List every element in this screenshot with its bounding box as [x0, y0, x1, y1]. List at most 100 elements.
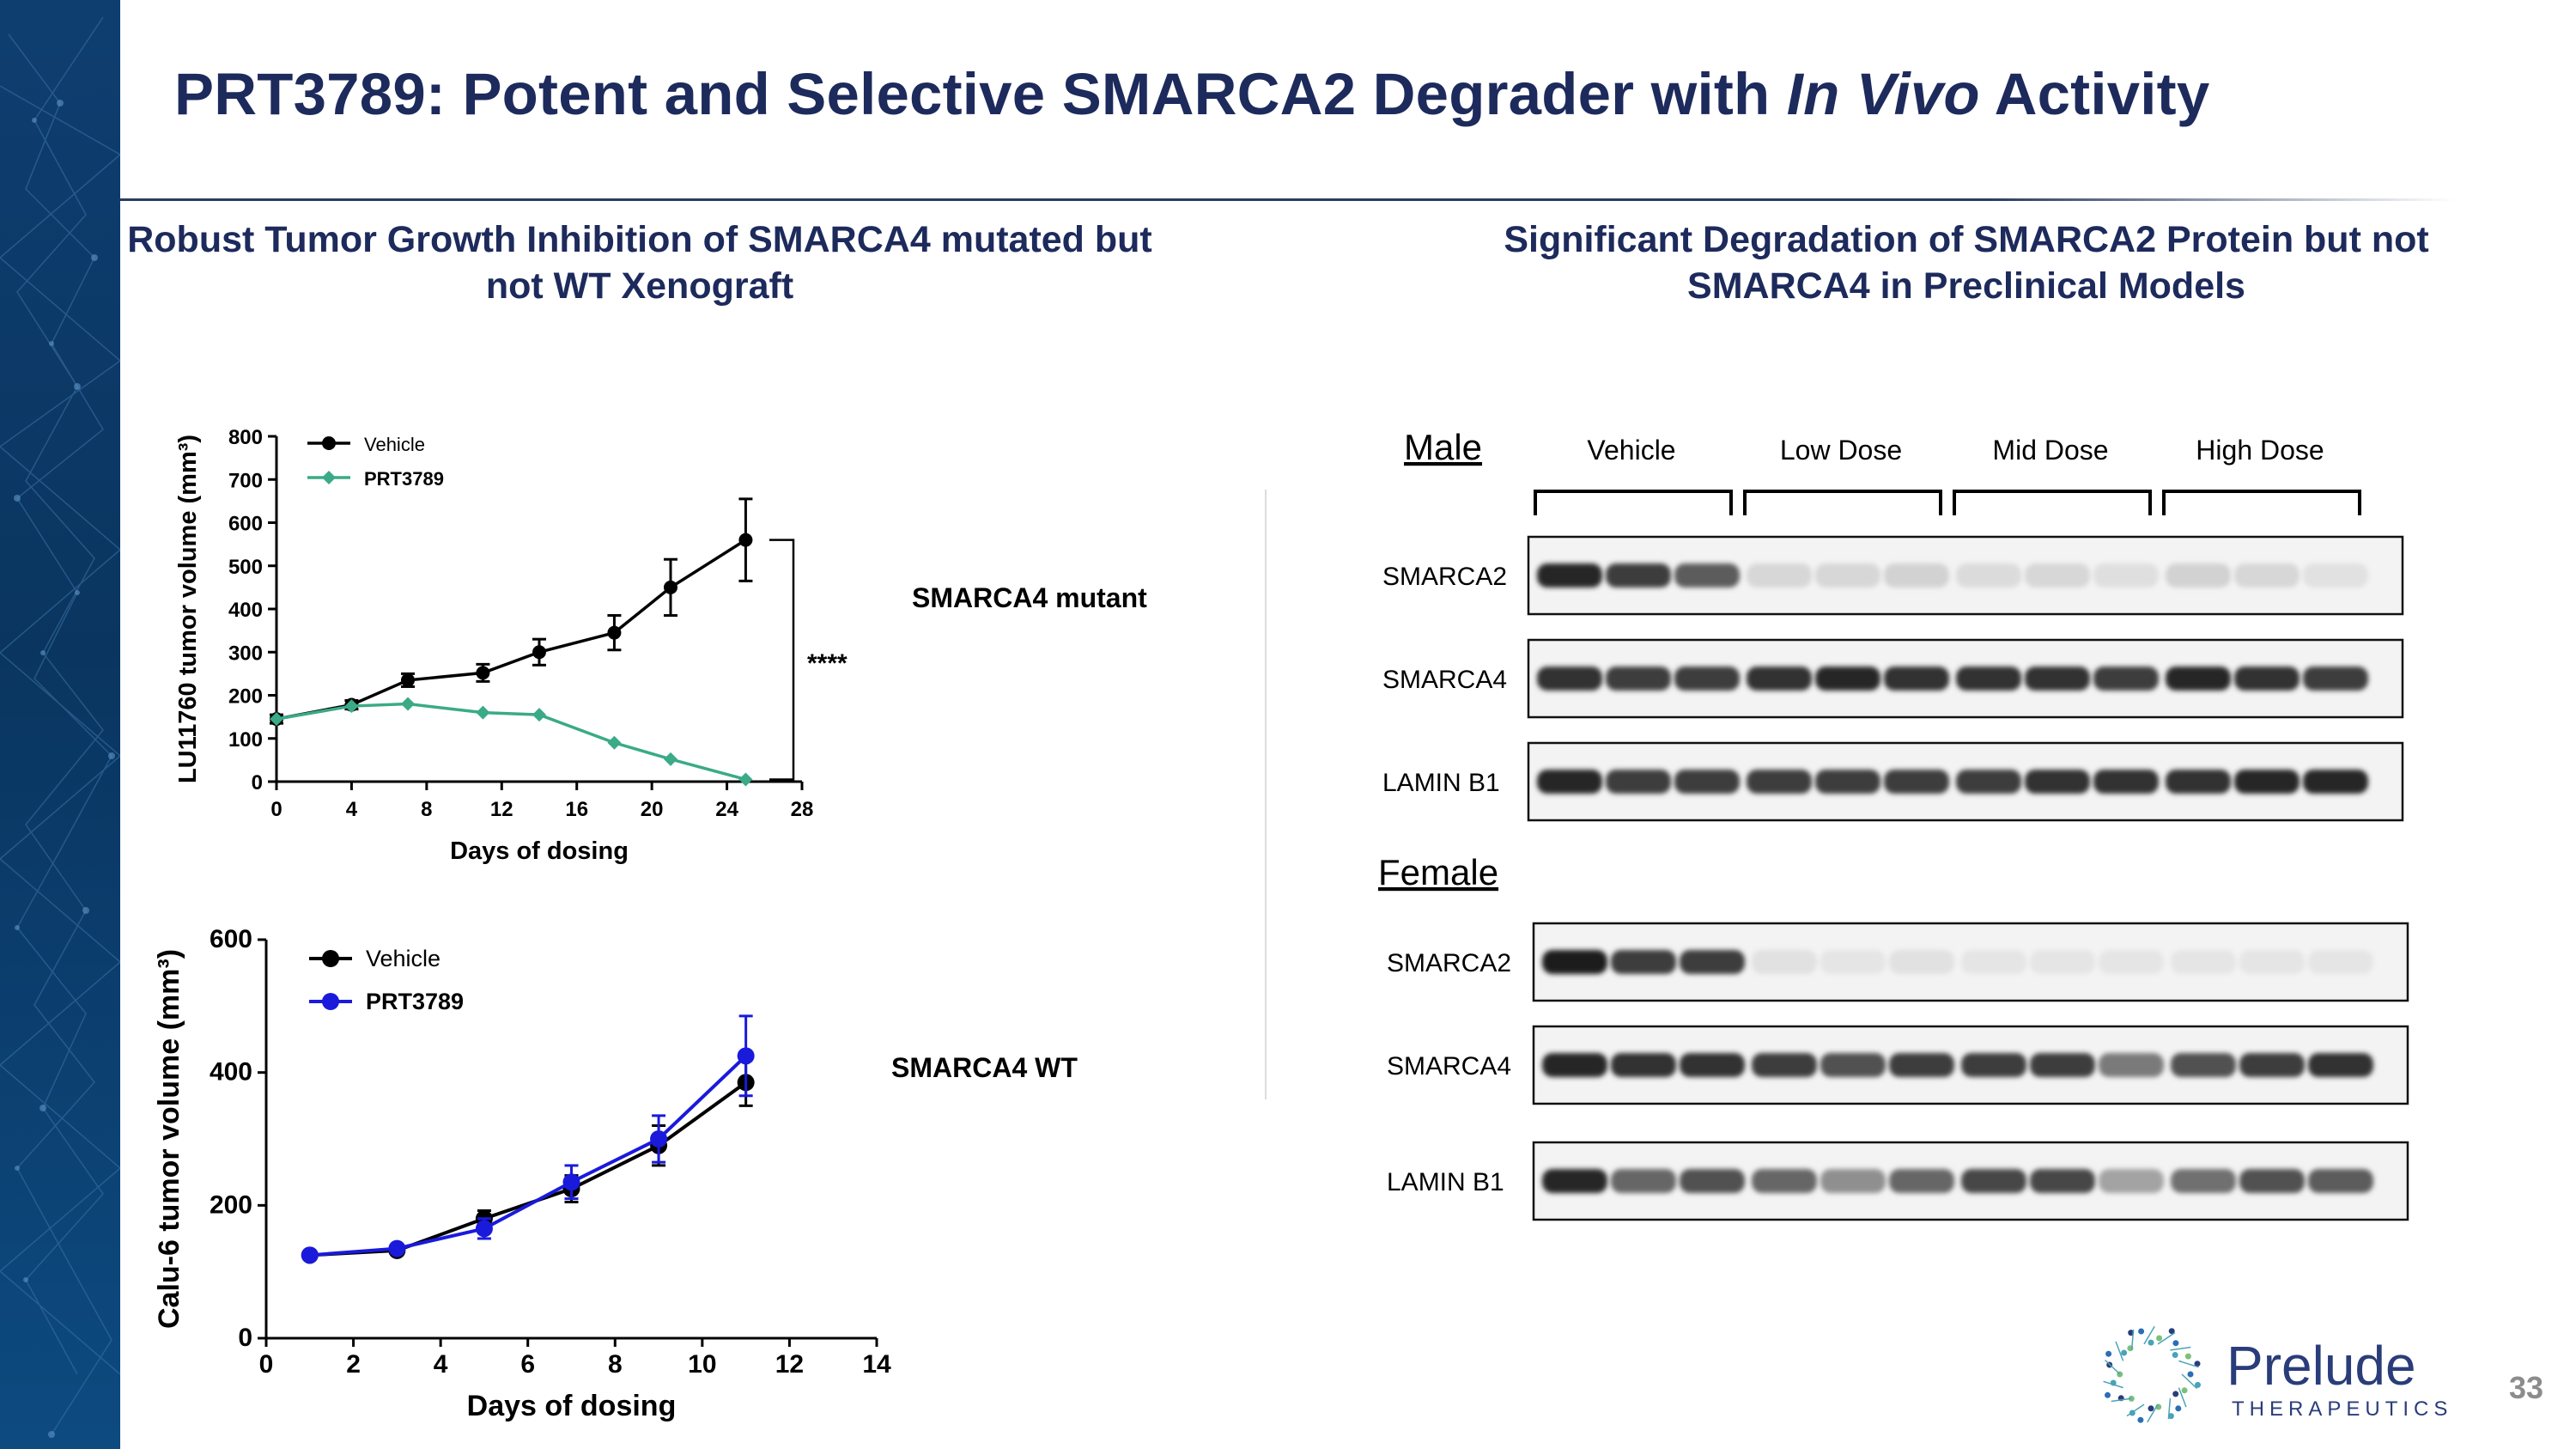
blot-band	[1961, 950, 2026, 974]
y-tick-label: 200	[210, 1190, 252, 1219]
y-tick-label: 800	[228, 426, 263, 449]
blot-row-label: SMARCA2	[1382, 563, 1507, 591]
blot-band	[1956, 770, 2021, 794]
data-point	[532, 645, 546, 660]
blot-band	[1611, 950, 1676, 974]
logo-dot	[2138, 1328, 2145, 1335]
legend-marker	[322, 950, 339, 967]
blot-band	[2239, 1053, 2305, 1077]
blot-band	[2030, 1053, 2095, 1077]
significance-stars: ****	[807, 649, 848, 678]
page-number: 33	[2509, 1370, 2544, 1405]
x-tick-label: 24	[715, 798, 738, 821]
logo-strand	[2157, 1331, 2176, 1345]
logo-strand	[2104, 1359, 2121, 1375]
x-tick-label: 8	[421, 798, 432, 821]
blot-band	[2166, 667, 2231, 691]
blot-band	[2099, 1053, 2164, 1077]
lu11760-tumor-growth-chart: 0 4 8 12 16 20 24 28 0 100 200 300 400 500 600 700 800 Da…	[174, 426, 848, 865]
blot-band	[2239, 1169, 2305, 1193]
blot-band	[2171, 1169, 2236, 1193]
blot-row-label: SMARCA4	[1387, 1052, 1511, 1081]
sidebar-decoration	[0, 0, 120, 1449]
data-point	[475, 1220, 493, 1238]
blot-band	[1961, 1169, 2026, 1193]
blot-band	[1956, 667, 2021, 691]
logo-strand	[2170, 1346, 2191, 1351]
blot-band	[2025, 667, 2090, 691]
blot-row-label: LAMIN B1	[1382, 769, 1500, 797]
logo-strand	[2115, 1341, 2124, 1361]
data-point	[607, 625, 622, 640]
logo-dot	[2187, 1371, 2194, 1378]
series-line	[276, 702, 746, 782]
logo-dot	[2175, 1405, 2182, 1412]
data-point	[664, 580, 677, 594]
blot-band	[2239, 950, 2305, 974]
legend-label: Vehicle	[364, 434, 425, 455]
data-point	[344, 699, 359, 714]
logo-strand	[2178, 1360, 2199, 1368]
blot-band	[1606, 770, 1671, 794]
blot-band	[1674, 770, 1740, 794]
x-tick-label: 0	[270, 798, 282, 821]
y-tick-label: 700	[228, 469, 263, 492]
blot-group-label: Low Dose	[1780, 435, 1902, 466]
y-tick-label: 0	[238, 1324, 252, 1352]
blot-band	[2234, 770, 2300, 794]
blot-band	[2303, 563, 2368, 588]
blot-band	[1611, 1053, 1676, 1077]
x-tick-label: 2	[346, 1350, 361, 1379]
blot-band	[2030, 1169, 2095, 1193]
logo-dot	[2195, 1381, 2201, 1388]
logo-strand	[2167, 1398, 2172, 1420]
logo-strand	[2130, 1329, 2135, 1350]
blot-band	[1752, 1053, 1817, 1077]
blot-band	[1820, 950, 1886, 974]
blot-band	[1815, 770, 1880, 794]
title-italic-text: In Vivo	[1786, 61, 1980, 127]
logo-strand	[2111, 1397, 2132, 1403]
blot-band	[1537, 667, 1602, 691]
blot-band	[2171, 950, 2236, 974]
data-point	[738, 533, 753, 547]
legend-label: PRT3789	[366, 989, 464, 1014]
blot-band	[1884, 667, 1949, 691]
data-point	[607, 735, 622, 750]
blot-panel-title: Male	[1404, 427, 1482, 467]
blot-band	[1747, 770, 1812, 794]
blot-row-label: SMARCA4	[1382, 666, 1507, 694]
logo-dot	[2105, 1391, 2111, 1398]
data-point	[532, 708, 546, 722]
series-line	[309, 1054, 748, 1257]
significance-bracket	[769, 539, 795, 781]
blot-band	[1542, 1169, 1607, 1193]
blot-band	[1889, 950, 1954, 974]
blot-group-label: Mid Dose	[1992, 435, 2108, 466]
blot-band	[2093, 770, 2159, 794]
dna-helix-icon	[2103, 1325, 2201, 1423]
group-bracket	[2162, 490, 2361, 515]
blot-band	[2025, 563, 2090, 588]
blot-row-label: SMARCA2	[1387, 949, 1511, 977]
logo-dot	[2184, 1353, 2191, 1360]
logo-dot	[2156, 1335, 2163, 1342]
legend-label: Vehicle	[366, 946, 440, 971]
logo-strand	[2126, 1403, 2145, 1417]
smarca4-mutant-label: SMARCA4 mutant	[912, 582, 1147, 613]
y-tick-label: 600	[228, 513, 263, 536]
left-section-heading: Robust Tumor Growth Inhibition of SMARCA…	[127, 219, 1152, 307]
group-bracket	[1534, 490, 1733, 515]
blot-group-label: High Dose	[2196, 435, 2324, 466]
blot-band	[1752, 1169, 1817, 1193]
blot-band	[2308, 1169, 2373, 1193]
blot-band	[2166, 563, 2231, 588]
series-line	[276, 539, 747, 721]
legend-marker	[322, 471, 336, 484]
x-tick-label: 8	[608, 1350, 623, 1379]
blot-band	[1542, 950, 1607, 974]
logo-dot	[2181, 1387, 2188, 1394]
section-divider	[1265, 490, 1267, 1099]
blot-band	[1680, 950, 1745, 974]
blot-band	[2099, 950, 2164, 974]
